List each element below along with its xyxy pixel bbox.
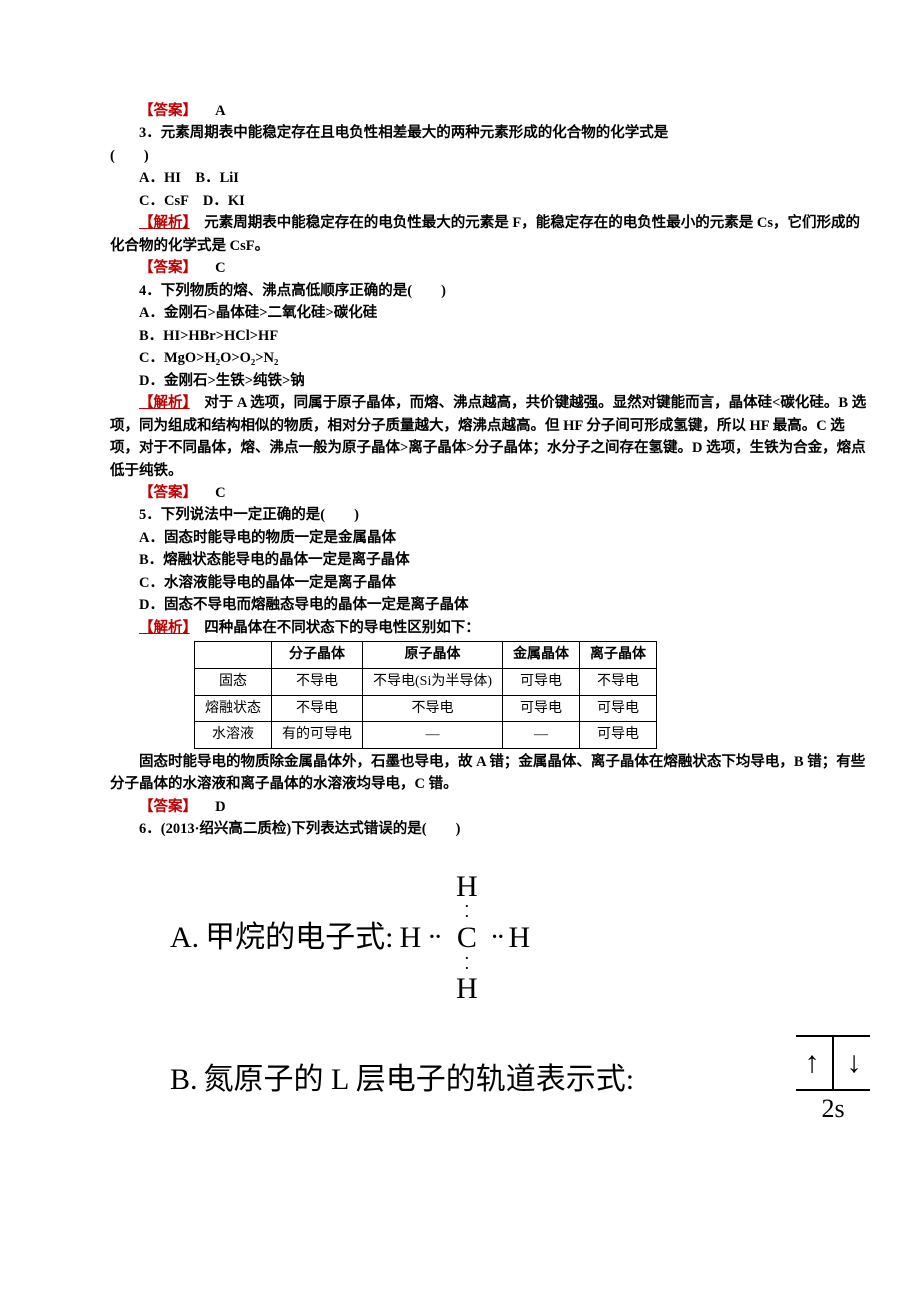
table-cell: —	[503, 722, 580, 749]
option-label: A.	[170, 920, 199, 956]
table-cell: 不导电	[272, 695, 363, 722]
q3-stem-a: 元素周期表中能稳定存在且电负性相差最大的两种元素形成的化合物的化学式是	[161, 125, 669, 141]
q4-option-c: C．MgO>H₂O>O₂>N₂	[110, 347, 870, 369]
orbital-slot: ↑	[796, 1037, 834, 1089]
explain-label: 【解析】	[139, 395, 190, 411]
table-row: 固态 不导电 不导电(Si为半导体) 可导电 不导电	[195, 668, 657, 695]
option-text: 甲烷的电子式:	[205, 920, 393, 956]
electron-pair-icon: ··	[464, 954, 470, 974]
q4-answer-line: 【答案】 C	[110, 482, 870, 504]
document-page: 【答案】 A 3．元素周期表中能稳定存在且电负性相差最大的两种元素形成的化合物的…	[0, 0, 920, 1144]
answer-label: 【答案】	[139, 485, 197, 501]
answer-label: 【答案】	[139, 103, 197, 119]
table-cell: 可导电	[503, 695, 580, 722]
q6-stem: 6．(2013·绍兴高二质检)下列表达式错误的是( )	[110, 818, 870, 840]
q4-number: 4．	[139, 283, 161, 299]
orbital-slot: ↓	[834, 1037, 870, 1089]
q5-stem-text: 下列说法中一定正确的是( )	[161, 507, 359, 523]
table-row: 熔融状态 不导电 不导电 可导电 可导电	[195, 695, 657, 722]
q4-option-a: A．金刚石>晶体硅>二氧化硅>碳化硅	[110, 302, 870, 324]
table-cell: 可导电	[580, 722, 657, 749]
q4-stem-text: 下列物质的熔、沸点高低顺序正确的是( )	[161, 283, 446, 299]
conductivity-table: 分子晶体 原子晶体 金属晶体 离子晶体 固态 不导电 不导电(Si为半导体) 可…	[194, 641, 657, 749]
electron-pair-icon: ··	[464, 902, 470, 922]
table-header-row: 分子晶体 原子晶体 金属晶体 离子晶体	[195, 642, 657, 669]
table-cell: 水溶液	[195, 722, 272, 749]
explain-label: 【解析】	[139, 620, 190, 636]
q5-option-c: C．水溶液能导电的晶体一定是离子晶体	[110, 572, 870, 594]
table-header-cell: 原子晶体	[363, 642, 503, 669]
q5-option-b: B．熔融状态能导电的晶体一定是离子晶体	[110, 549, 870, 571]
q4-explain: 【解析】 对于 A 选项，同属于原子晶体，而熔、沸点越高，共价键越强。显然对键能…	[110, 392, 870, 482]
q4-answer-value: C	[201, 485, 226, 501]
q6-source: (2013·绍兴高二质检)	[161, 821, 292, 837]
q5-explain-lead: 【解析】 四种晶体在不同状态下的导电性区别如下：	[110, 617, 870, 639]
q4-explain-text: 对于 A 选项，同属于原子晶体，而熔、沸点越高，共价键越强。显然对键能而言，晶体…	[110, 395, 866, 478]
q4-stem: 4．下列物质的熔、沸点高低顺序正确的是( )	[110, 280, 870, 302]
q5-explain-lead-text: 四种晶体在不同状态下的导电性区别如下：	[190, 620, 480, 636]
table-row: 水溶液 有的可导电 — — 可导电	[195, 722, 657, 749]
table-cell: 不导电	[272, 668, 363, 695]
q3-options-line2: C．CsF D．KI	[110, 190, 870, 212]
option-text: 氮原子的 L 层电子的轨道表示式:	[204, 1062, 635, 1098]
q5-number: 5．	[139, 507, 161, 523]
table-cell: 不导电(Si为半导体)	[363, 668, 503, 695]
explain-label: 【解析】	[139, 215, 190, 231]
table-header-cell	[195, 642, 272, 669]
option-label: B.	[170, 1062, 198, 1098]
table-cell: 有的可导电	[272, 722, 363, 749]
q6-option-a: A. 甲烷的电子式: H ·· H ·· C ·· H ·· H	[170, 871, 870, 1005]
q5-answer-line: 【答案】 D	[110, 796, 870, 818]
lewis-bottom-h: H	[450, 973, 484, 1005]
q3-answer-line: 【答案】 C	[110, 257, 870, 279]
table-cell: —	[363, 722, 503, 749]
q5-explain-tail: 固态时能导电的物质除金属晶体外，石墨也导电，故 A 错；金属晶体、离子晶体在熔融…	[110, 751, 870, 796]
table-cell: 可导电	[580, 695, 657, 722]
q3-stem-line1: 3．元素周期表中能稳定存在且电负性相差最大的两种元素形成的化合物的化学式是	[110, 122, 870, 144]
q3-explain-text: 元素周期表中能稳定存在的电负性最大的元素是 F，能稳定存在的电负性最小的元素是 …	[110, 215, 860, 253]
table-cell: 可导电	[503, 668, 580, 695]
table-header-cell: 分子晶体	[272, 642, 363, 669]
q3-number: 3．	[139, 125, 161, 141]
lewis-left-h: H	[400, 920, 422, 956]
orbital-caption: 2s	[821, 1093, 844, 1124]
electron-pair-icon: ··	[427, 921, 440, 955]
q6-number: 6．	[139, 821, 161, 837]
q3-options-line1: A．HI B．LiI	[110, 167, 870, 189]
q4-option-b: B．HI>HBr>HCl>HF	[110, 325, 870, 347]
orbital-diagram: ↑ ↓ 2s	[796, 1035, 870, 1124]
q5-option-d: D．固态不导电而熔融态导电的晶体一定是离子晶体	[110, 594, 870, 616]
answer-label: 【答案】	[139, 799, 197, 815]
q6-stem-text: 下列表达式错误的是( )	[291, 821, 460, 837]
q5-answer-value: D	[201, 799, 226, 815]
q6-option-b: B. 氮原子的 L 层电子的轨道表示式: ↑ ↓ 2s	[170, 1035, 870, 1124]
table-header-cell: 金属晶体	[503, 642, 580, 669]
q5-option-a: A．固态时能导电的物质一定是金属晶体	[110, 527, 870, 549]
q2-answer-line: 【答案】 A	[110, 100, 870, 122]
q3-answer-value: C	[201, 260, 226, 276]
lewis-right-h: H	[509, 920, 531, 956]
electron-pair-icon: ··	[490, 921, 503, 955]
table-cell: 不导电	[363, 695, 503, 722]
table-header-cell: 离子晶体	[580, 642, 657, 669]
answer-label: 【答案】	[139, 260, 197, 276]
table-cell: 固态	[195, 668, 272, 695]
q2-answer-value: A	[201, 103, 226, 119]
q3-explain: 【解析】 元素周期表中能稳定存在的电负性最大的元素是 F，能稳定存在的电负性最小…	[110, 212, 870, 257]
q4-option-d: D．金刚石>生铁>纯铁>钠	[110, 370, 870, 392]
q3-stem-line2: ( )	[110, 145, 870, 167]
q5-stem: 5．下列说法中一定正确的是( )	[110, 504, 870, 526]
methane-lewis-structure: H ·· C ·· H	[450, 871, 484, 1005]
table-cell: 不导电	[580, 668, 657, 695]
orbital-box: ↑ ↓	[796, 1035, 870, 1091]
table-cell: 熔融状态	[195, 695, 272, 722]
